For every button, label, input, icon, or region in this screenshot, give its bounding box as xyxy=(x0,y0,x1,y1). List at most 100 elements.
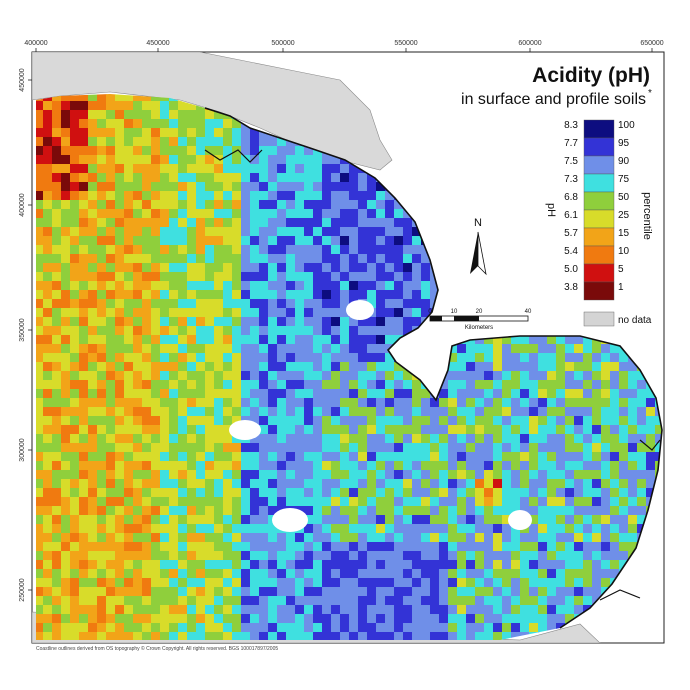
raster-cell xyxy=(133,533,143,543)
svg-text:N: N xyxy=(474,217,482,229)
raster-cell xyxy=(232,389,242,399)
raster-cell xyxy=(214,542,224,552)
raster-cell xyxy=(304,596,314,606)
raster-cell xyxy=(124,299,134,309)
raster-cell xyxy=(358,209,368,219)
raster-cell xyxy=(151,452,161,462)
raster-cell xyxy=(385,605,395,615)
raster-cell xyxy=(52,308,62,318)
raster-cell xyxy=(70,182,80,192)
raster-cell xyxy=(475,353,485,363)
raster-cell xyxy=(196,398,206,408)
raster-cell xyxy=(52,479,62,489)
raster-cell xyxy=(286,416,296,426)
raster-cell xyxy=(160,542,170,552)
raster-cell xyxy=(529,524,539,534)
raster-cell xyxy=(88,596,98,606)
raster-cell xyxy=(268,236,278,246)
raster-cell xyxy=(61,263,71,273)
raster-cell xyxy=(151,524,161,534)
raster-cell xyxy=(151,488,161,498)
raster-cell xyxy=(556,470,566,480)
raster-cell xyxy=(187,542,197,552)
raster-cell xyxy=(223,137,233,147)
raster-cell xyxy=(547,488,557,498)
raster-cell xyxy=(36,416,44,426)
raster-cell xyxy=(322,551,332,561)
raster-cell xyxy=(466,416,476,426)
raster-cell xyxy=(160,596,170,606)
raster-cell xyxy=(367,236,377,246)
raster-cell xyxy=(313,389,323,399)
raster-cell xyxy=(385,209,395,219)
raster-cell xyxy=(205,191,215,201)
raster-cell xyxy=(106,389,116,399)
raster-cell xyxy=(313,542,323,552)
raster-cell xyxy=(430,632,440,640)
raster-cell xyxy=(277,299,287,309)
raster-cell xyxy=(277,335,287,345)
raster-cell xyxy=(151,542,161,552)
raster-cell xyxy=(250,470,260,480)
raster-cell xyxy=(304,605,314,615)
raster-cell xyxy=(358,290,368,300)
raster-cell xyxy=(43,344,53,354)
raster-cell xyxy=(367,299,377,309)
raster-cell xyxy=(646,470,656,480)
raster-cell xyxy=(151,146,161,156)
raster-cell xyxy=(142,434,152,444)
raster-cell xyxy=(358,317,368,327)
raster-cell xyxy=(88,407,98,417)
raster-cell xyxy=(628,461,638,471)
raster-cell xyxy=(655,452,662,462)
raster-cell xyxy=(295,443,305,453)
raster-cell xyxy=(115,299,125,309)
raster-cell xyxy=(142,308,152,318)
raster-cell xyxy=(610,470,620,480)
raster-cell xyxy=(304,452,314,462)
raster-cell xyxy=(241,362,251,372)
raster-cell xyxy=(403,326,413,336)
raster-cell xyxy=(331,542,341,552)
raster-cell xyxy=(196,155,206,165)
raster-cell xyxy=(124,407,134,417)
raster-cell xyxy=(277,146,287,156)
raster-cell xyxy=(61,101,71,111)
raster-cell xyxy=(592,398,602,408)
raster-cell xyxy=(538,425,548,435)
raster-cell xyxy=(36,272,44,282)
raster-cell xyxy=(196,488,206,498)
raster-cell xyxy=(223,605,233,615)
raster-cell xyxy=(475,479,485,489)
raster-cell xyxy=(610,542,620,552)
raster-cell xyxy=(484,362,494,372)
raster-cell xyxy=(304,425,314,435)
no-data-gap xyxy=(508,510,532,530)
raster-cell xyxy=(142,146,152,156)
raster-cell xyxy=(358,380,368,390)
raster-cell xyxy=(205,218,215,228)
raster-cell xyxy=(412,632,422,640)
raster-cell xyxy=(394,569,404,579)
raster-cell xyxy=(529,605,539,615)
raster-cell xyxy=(277,452,287,462)
raster-cell xyxy=(169,290,179,300)
raster-cell xyxy=(187,443,197,453)
raster-cell xyxy=(628,452,638,462)
raster-cell xyxy=(520,614,530,624)
raster-cell xyxy=(637,479,647,489)
raster-cell xyxy=(133,119,143,129)
x-tick-label: 500000 xyxy=(271,40,294,47)
raster-cell xyxy=(36,497,44,507)
raster-cell xyxy=(529,389,539,399)
raster-cell xyxy=(556,551,566,561)
raster-cell xyxy=(169,407,179,417)
raster-cell xyxy=(160,353,170,363)
raster-cell xyxy=(457,515,467,525)
raster-cell xyxy=(547,614,557,624)
raster-cell xyxy=(241,317,251,327)
raster-cell xyxy=(241,506,251,516)
raster-cell xyxy=(466,578,476,588)
raster-cell xyxy=(97,182,107,192)
raster-cell xyxy=(205,245,215,255)
